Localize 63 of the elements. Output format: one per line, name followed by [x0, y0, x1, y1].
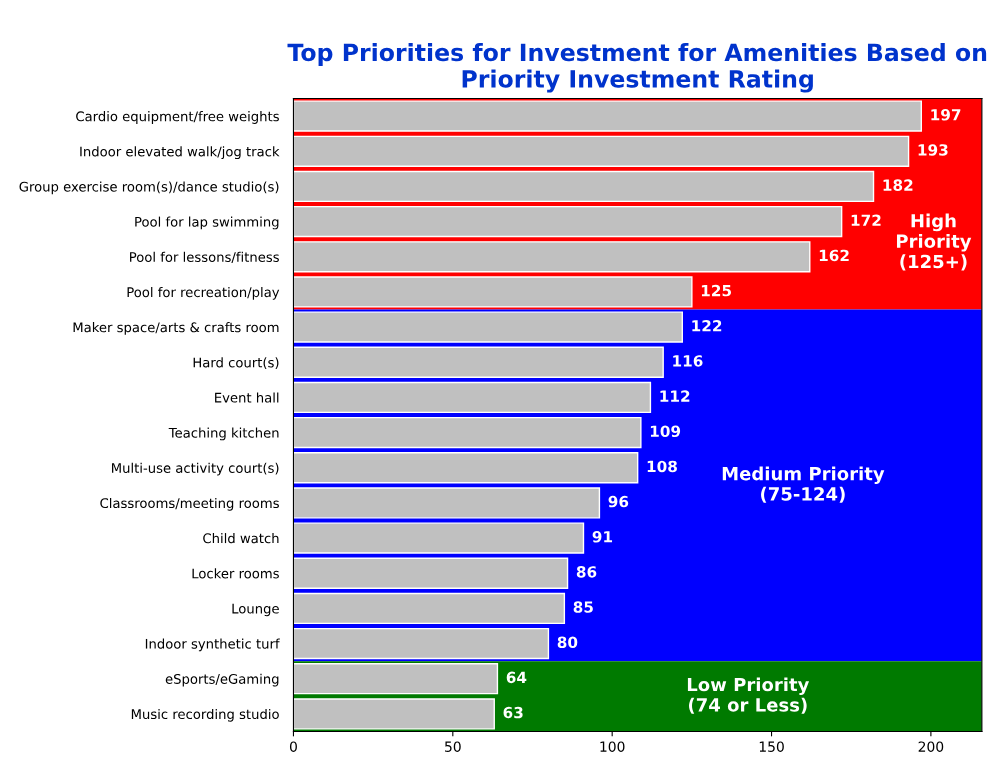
y-tick-label: Pool for lessons/fitness: [130, 251, 279, 264]
x-tick-label: 100: [600, 741, 625, 752]
band-label: Medium Priority (75-124): [722, 466, 885, 503]
y-tick-label: Lounge: [232, 603, 279, 617]
data-label: 162: [819, 249, 849, 262]
x-tick-label: 50: [445, 741, 461, 752]
data-label: 197: [931, 109, 961, 121]
bar: [293, 346, 664, 378]
bar: [293, 416, 642, 449]
data-label: 112: [660, 390, 690, 402]
y-tick-label: Group exercise room(s)/dance studio(s): [19, 181, 279, 195]
data-label: 172: [851, 214, 881, 226]
bar: [293, 135, 910, 167]
data-label: 125: [701, 284, 732, 297]
bar: [293, 205, 843, 238]
y-tick-label: Music recording studio: [131, 708, 279, 722]
y-tick-label: Multi-use activity court(s): [112, 462, 279, 476]
bar: [293, 698, 495, 730]
x-tick-label: 150: [759, 741, 784, 752]
y-tick-label: Maker space/arts & crafts room: [73, 322, 279, 335]
bar: [293, 663, 499, 695]
data-label: 91: [592, 530, 613, 543]
data-label: 182: [883, 179, 913, 191]
chart-title: Top Priorities for Investment for Amenities Based on Priority Investment Rating: [287, 43, 987, 93]
bar: [293, 276, 693, 308]
data-label: 80: [557, 636, 578, 648]
y-tick-label: Indoor elevated walk/jog track: [80, 146, 280, 160]
bar: [293, 170, 875, 203]
y-tick-label: Child watch: [203, 533, 279, 544]
bar: [293, 522, 585, 554]
bar: [293, 592, 566, 625]
y-tick-label: Hard court(s): [193, 357, 279, 370]
data-label: 108: [647, 460, 677, 473]
x-tick-label: 0: [289, 741, 297, 752]
y-tick-label: Teaching kitchen: [168, 427, 279, 441]
y-tick-label: Cardio equipment/free weights: [76, 111, 279, 124]
y-tick-label: Indoor synthetic turf: [145, 638, 280, 652]
y-tick-label: Locker rooms: [192, 568, 279, 579]
data-label: 109: [650, 425, 681, 438]
data-label: 193: [918, 144, 948, 156]
data-label: 85: [573, 601, 593, 613]
data-label: 96: [608, 495, 629, 508]
bar: [293, 381, 652, 414]
bar: [293, 487, 601, 519]
data-label: 86: [576, 566, 597, 578]
data-label: 63: [503, 706, 523, 719]
band-label: High Priority (125+): [896, 213, 972, 271]
bar: [293, 100, 923, 132]
y-tick-label: Pool for lap swimming: [135, 216, 279, 230]
y-tick-label: eSports/eGaming: [165, 673, 279, 687]
bar: [293, 557, 569, 589]
bar: [293, 627, 550, 660]
band-label: Low Priority (74 or Less): [687, 677, 810, 714]
data-label: 122: [692, 319, 722, 332]
y-tick-label: Pool for recreation/play: [127, 286, 280, 300]
y-tick-label: Classrooms/meeting rooms: [100, 497, 279, 511]
data-label: 64: [506, 671, 527, 684]
data-label: 116: [673, 355, 703, 367]
y-tick-label: Event hall: [215, 392, 279, 403]
bar: [293, 452, 639, 484]
bar: [293, 311, 683, 343]
x-tick-label: 200: [918, 741, 944, 752]
bar: [293, 241, 811, 273]
